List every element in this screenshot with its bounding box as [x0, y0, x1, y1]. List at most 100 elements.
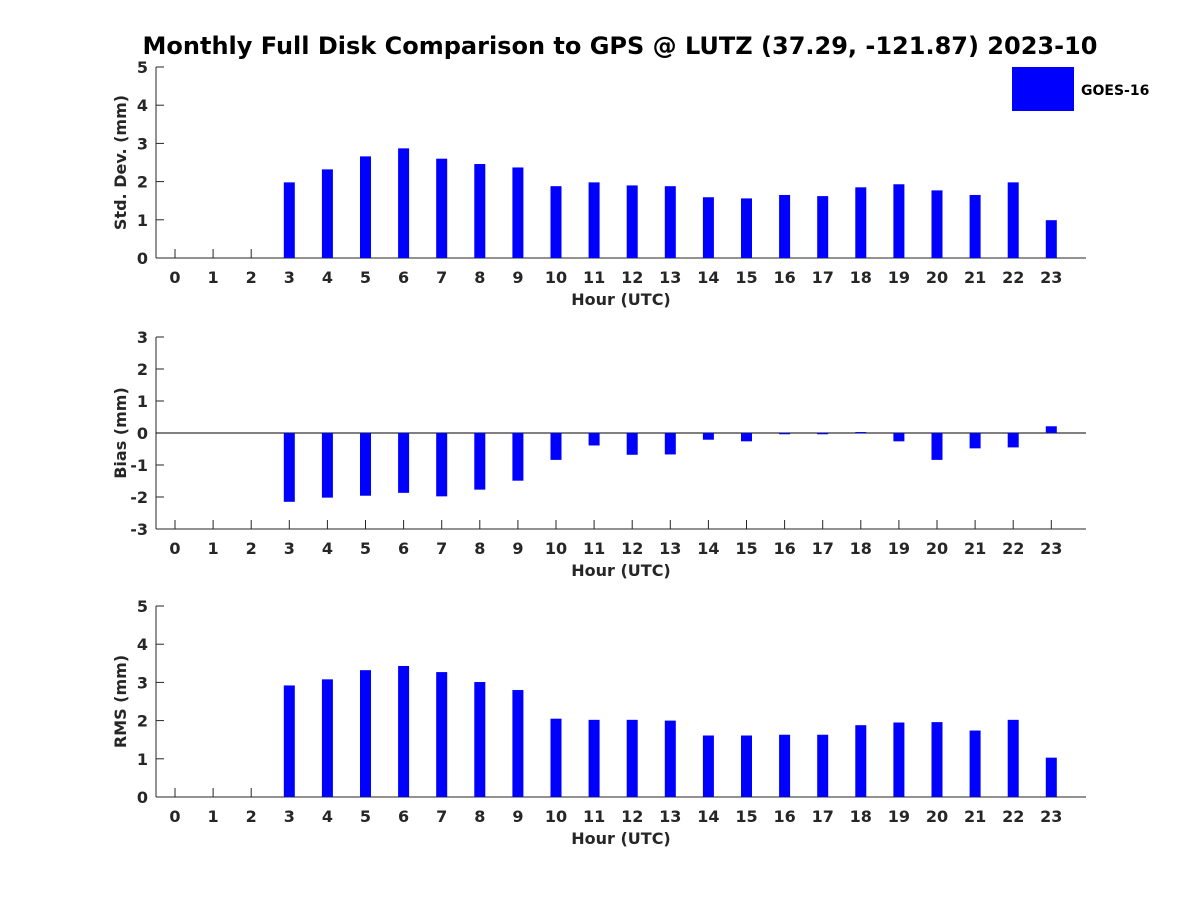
stddev-bar-hour-17: [817, 196, 829, 258]
stddev-ytick-label: 3: [137, 134, 148, 153]
bias-y-axis-label: Bias (mm): [111, 387, 130, 479]
stddev-xtick-label: 12: [621, 268, 643, 287]
stddev-bar-hour-12: [626, 185, 638, 258]
stddev-xtick-label: 1: [208, 268, 219, 287]
stddev-bar-hour-3: [283, 182, 295, 258]
stddev-bar-hour-4: [321, 169, 333, 258]
stddev-bar-hour-13: [664, 186, 676, 258]
bias-xtick-label: 16: [773, 539, 795, 558]
stddev-xtick-label: 20: [926, 268, 948, 287]
rms-bar-hour-21: [969, 730, 981, 797]
bias-xtick-label: 3: [284, 539, 295, 558]
bias-bar-hour-6: [398, 433, 410, 493]
bias-bar-hour-13: [664, 433, 676, 455]
rms-xtick-label: 8: [474, 807, 485, 826]
bias-bar-hour-21: [969, 433, 981, 449]
stddev-xtick-label: 11: [583, 268, 605, 287]
stddev-xtick-label: 23: [1040, 268, 1062, 287]
rms-xtick-label: 23: [1040, 807, 1062, 826]
legend: GOES-16: [1012, 67, 1149, 111]
rms-ytick-label: 0: [137, 788, 148, 807]
rms-xtick-label: 17: [812, 807, 834, 826]
rms-bar-hour-15: [741, 735, 752, 797]
bias-xtick-label: 6: [398, 539, 409, 558]
stddev-ytick-label: 5: [137, 58, 148, 77]
bias-ytick-label: 0: [137, 424, 148, 443]
bias-xtick-label: 21: [964, 539, 986, 558]
stddev-bar-hour-20: [931, 190, 943, 258]
stddev-ytick-label: 4: [137, 96, 148, 115]
stddev-ytick-label: 1: [137, 211, 148, 230]
rms-xtick-label: 0: [169, 807, 180, 826]
rms-ytick-label: 4: [137, 635, 148, 654]
rms-xtick-label: 15: [735, 807, 757, 826]
rms-xtick-label: 9: [512, 807, 523, 826]
bias-xtick-label: 11: [583, 539, 605, 558]
rms-bar-hour-16: [779, 734, 791, 797]
bias-xtick-label: 14: [697, 539, 719, 558]
bias-ytick-label: -3: [130, 520, 148, 539]
bias-bar-hour-12: [626, 433, 638, 455]
bias-bar-hour-4: [321, 433, 333, 498]
stddev-bar-hour-16: [779, 194, 791, 258]
bias-xtick-label: 15: [735, 539, 757, 558]
stddev-bar-hour-22: [1007, 182, 1019, 258]
rms-bar-hour-18: [855, 725, 867, 797]
rms-xtick-label: 18: [850, 807, 872, 826]
stddev-bar-hour-18: [855, 187, 867, 258]
stddev-xtick-label: 7: [436, 268, 447, 287]
stddev-bar-hour-7: [436, 158, 448, 258]
stddev-bar-hour-11: [588, 182, 600, 258]
rms-bar-hour-11: [588, 719, 600, 797]
bias-xtick-label: 19: [888, 539, 910, 558]
rms-bar-hour-13: [664, 720, 676, 797]
rms-bar-hour-7: [436, 672, 448, 797]
stddev-xtick-label: 5: [360, 268, 371, 287]
bias-ytick-label: -1: [130, 456, 148, 475]
bias-bar-hour-3: [283, 433, 295, 502]
bias-xtick-label: 4: [322, 539, 333, 558]
rms-xtick-label: 6: [398, 807, 409, 826]
bias-ytick-label: -2: [130, 488, 148, 507]
stddev-xtick-label: 6: [398, 268, 409, 287]
bias-xtick-label: 18: [850, 539, 872, 558]
stddev-bar-hour-23: [1045, 220, 1057, 258]
rms-xtick-label: 22: [1002, 807, 1024, 826]
rms-bar-hour-6: [398, 665, 410, 797]
rms-bar-hour-12: [626, 719, 638, 797]
bias-ytick-label: 2: [137, 360, 148, 379]
stddev-xtick-label: 19: [888, 268, 910, 287]
bias-xtick-label: 1: [208, 539, 219, 558]
rms-xtick-label: 12: [621, 807, 643, 826]
stddev-xtick-label: 17: [812, 268, 834, 287]
bias-bar-hour-17: [817, 433, 829, 435]
rms-xtick-label: 20: [926, 807, 948, 826]
rms-ytick-label: 5: [137, 597, 148, 616]
stddev-bar-hour-19: [893, 184, 905, 258]
bias-ytick-label: 1: [137, 392, 148, 411]
bias-xtick-label: 7: [436, 539, 447, 558]
rms-bar-hour-9: [512, 690, 524, 797]
bias-bar-hour-18: [855, 432, 867, 434]
bias-bar-hour-15: [741, 433, 752, 442]
rms-xtick-label: 11: [583, 807, 605, 826]
stddev-xtick-label: 8: [474, 268, 485, 287]
bias-ytick-label: 3: [137, 328, 148, 347]
bias-xtick-label: 20: [926, 539, 948, 558]
legend-label: GOES-16: [1081, 83, 1149, 99]
bias-xtick-label: 10: [545, 539, 567, 558]
stddev-bar-hour-8: [474, 164, 486, 258]
bias-bar-hour-22: [1007, 433, 1019, 448]
stddev-xtick-label: 9: [512, 268, 523, 287]
bias-bar-hour-7: [436, 433, 448, 497]
bias-xtick-label: 13: [659, 539, 681, 558]
bias-bar-hour-20: [931, 433, 943, 460]
stddev-bar-hour-21: [969, 194, 981, 258]
bias-xtick-label: 22: [1002, 539, 1024, 558]
bias-xtick-label: 17: [812, 539, 834, 558]
bias-xtick-label: 9: [512, 539, 523, 558]
stddev-xtick-label: 22: [1002, 268, 1024, 287]
stddev-xtick-label: 0: [169, 268, 180, 287]
stddev-bar-hour-14: [702, 197, 714, 258]
